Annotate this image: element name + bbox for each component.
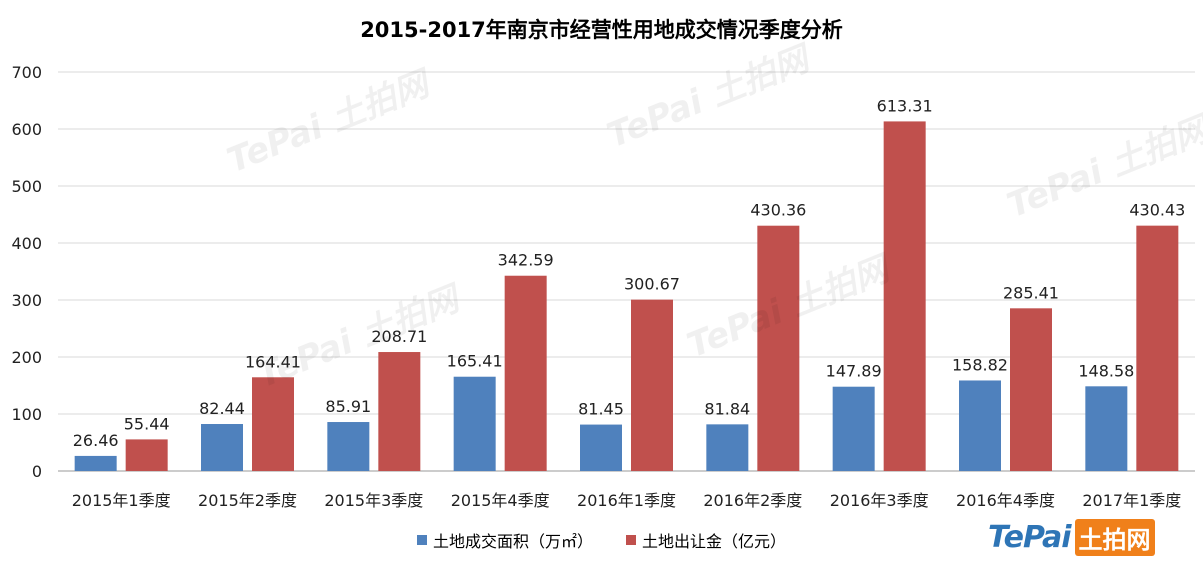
bar-revenue: [1010, 308, 1052, 471]
x-category-label: 2016年4季度: [956, 491, 1055, 510]
data-label: 430.43: [1129, 201, 1185, 220]
bar-area: [74, 455, 117, 471]
bar-area: [959, 380, 1001, 471]
y-tick-label: 700: [11, 63, 42, 82]
gridlines: [58, 71, 1195, 472]
x-category-label: 2015年1季度: [72, 491, 171, 510]
data-label: 26.46: [73, 431, 119, 450]
logo-latin-text: TePai: [988, 519, 1072, 555]
bars: [74, 121, 1179, 471]
legend-label-area: 土地成交面积（万㎡）: [432, 532, 593, 551]
bar-revenue: [757, 225, 800, 471]
bar-revenue: [883, 121, 926, 471]
bar-revenue: [378, 352, 421, 471]
data-label: 164.41: [245, 352, 301, 371]
data-label: 613.31: [877, 96, 933, 115]
x-axis-categories: 2015年1季度 2015年2季度 2015年3季度 2015年4季度 2016年1季度…: [72, 491, 1182, 510]
bar-area: [453, 376, 496, 471]
chart-title: 2015-2017年南京市经营性用地成交情况季度分析: [360, 18, 843, 42]
x-category-label: 2017年1季度: [1082, 491, 1181, 510]
tepai-logo: TePai 土拍网: [988, 517, 1155, 557]
bar-area: [201, 424, 243, 471]
legend-swatch-revenue: [626, 535, 637, 545]
bar-revenue: [504, 275, 547, 471]
data-label: 165.41: [447, 352, 503, 371]
data-label: 300.67: [624, 275, 680, 294]
y-tick-label: 300: [11, 291, 42, 310]
x-category-label: 2015年4季度: [451, 491, 550, 510]
data-label: 147.89: [826, 362, 882, 381]
bar-revenue: [631, 299, 673, 471]
x-category-label: 2016年2季度: [703, 491, 802, 510]
data-labels: 26.46 55.44 82.44 164.41 85.91 208.71 165.41 34…: [73, 96, 1186, 450]
legend: 土地成交面积（万㎡） 土地出让金（亿元）: [0, 528, 1203, 552]
y-tick-label: 0: [32, 462, 42, 481]
bar-revenue: [1136, 225, 1179, 471]
x-category-label: 2015年3季度: [324, 491, 423, 510]
data-label: 342.59: [498, 251, 554, 270]
y-tick-label: 600: [11, 120, 42, 139]
legend-item-area: 土地成交面积（万㎡）: [416, 528, 593, 552]
data-label: 55.44: [124, 414, 170, 433]
data-label: 285.41: [1003, 283, 1059, 302]
data-label: 85.91: [325, 397, 371, 416]
x-category-label: 2016年3季度: [830, 491, 929, 510]
legend-swatch-area: [416, 535, 427, 545]
data-label: 158.82: [952, 355, 1008, 374]
bar-revenue: [252, 377, 294, 471]
y-tick-label: 200: [11, 348, 42, 367]
data-label: 148.58: [1078, 361, 1134, 380]
bar-area: [706, 424, 749, 471]
y-tick-label: 400: [11, 234, 42, 253]
data-label: 81.45: [578, 400, 624, 419]
bar-area: [1085, 386, 1128, 471]
y-tick-label: 100: [11, 405, 42, 424]
x-category-label: 2016年1季度: [577, 491, 676, 510]
legend-item-revenue: 土地出让金（亿元）: [626, 528, 786, 552]
x-category-label: 2015年2季度: [198, 491, 297, 510]
bar-revenue: [125, 439, 168, 471]
legend-label-revenue: 土地出让金（亿元）: [642, 532, 787, 551]
bar-area: [580, 424, 622, 471]
y-tick-label: 500: [11, 177, 42, 196]
y-axis-ticks: 0 100 200 300 400 500 600 700: [11, 63, 42, 481]
logo-cn-text: 土拍网: [1074, 518, 1155, 556]
bar-area: [832, 386, 875, 471]
data-label: 82.44: [199, 399, 245, 418]
bar-area: [327, 422, 370, 471]
data-label: 430.36: [750, 201, 806, 220]
data-label: 81.84: [704, 399, 750, 418]
data-label: 208.71: [371, 327, 427, 346]
